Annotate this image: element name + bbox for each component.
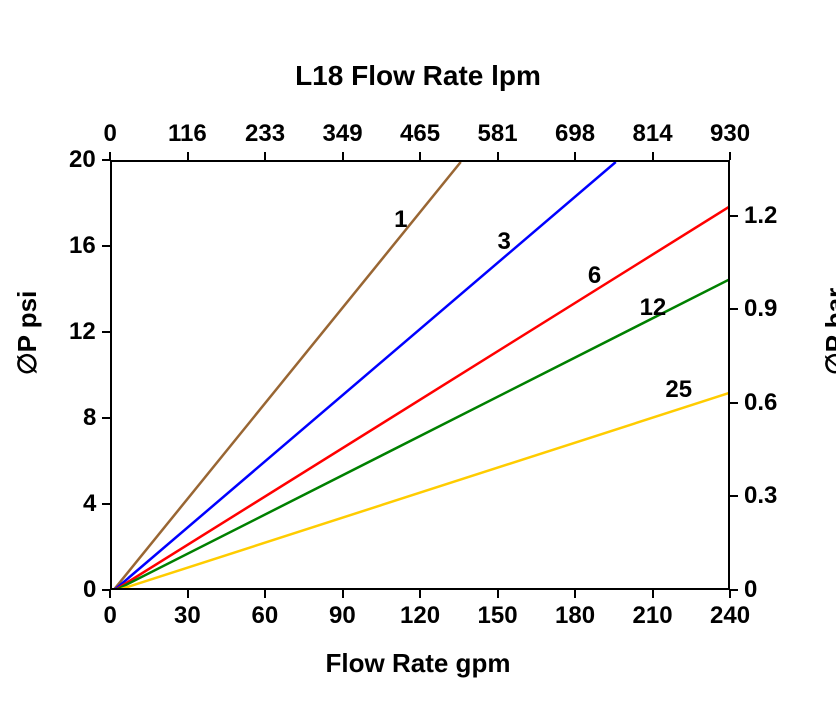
y-right-tick-label: 0.6 [744,389,777,417]
tick-mark [342,152,344,160]
y-right-tick-label: 0.9 [744,295,777,323]
tick-mark [730,495,738,497]
series-label-25: 25 [665,376,692,404]
x-top-tick-label: 814 [633,120,673,148]
series-line-1 [112,162,461,590]
x-bottom-tick-label: 150 [478,602,518,630]
tick-mark [730,402,738,404]
series-label-3: 3 [498,228,511,256]
tick-mark [102,503,110,505]
tick-mark [730,589,738,591]
x-bottom-tick-label: 30 [174,602,201,630]
tick-mark [187,590,189,598]
x-bottom-tick-label: 240 [710,602,750,630]
x-top-tick-label: 0 [104,120,117,148]
y-right-tick-label: 0 [744,576,757,604]
x-top-tick-label: 698 [555,120,595,148]
x-bottom-tick-label: 210 [633,602,673,630]
x-bottom-tick-label: 60 [252,602,279,630]
tick-mark [652,590,654,598]
y-axis-left-label: ∅P psi [12,291,43,375]
tick-mark [574,152,576,160]
tick-mark [730,215,738,217]
tick-mark [102,159,110,161]
plot-area [110,160,730,590]
x-top-tick-label: 465 [400,120,440,148]
tick-mark [102,331,110,333]
x-bottom-tick-label: 180 [555,602,595,630]
chart-container: L18 Flow Rate lpm ∅P psi ∅P bar Flow Rat… [0,0,836,702]
x-bottom-tick-label: 0 [104,602,117,630]
tick-mark [419,152,421,160]
tick-mark [342,590,344,598]
series-label-6: 6 [588,262,601,290]
tick-mark [729,152,731,160]
tick-mark [264,152,266,160]
series-line-12 [112,278,730,590]
tick-mark [497,152,499,160]
y-left-tick-label: 8 [83,404,96,432]
y-left-tick-label: 12 [69,318,96,346]
series-label-12: 12 [640,294,667,322]
tick-mark [730,308,738,310]
x-bottom-tick-label: 90 [329,602,356,630]
y-left-tick-label: 20 [69,146,96,174]
chart-title-top: L18 Flow Rate lpm [0,60,836,92]
y-left-tick-label: 4 [83,490,96,518]
x-top-tick-label: 930 [710,120,750,148]
tick-mark [102,245,110,247]
tick-mark [419,590,421,598]
x-top-tick-label: 233 [245,120,285,148]
x-top-tick-label: 581 [478,120,518,148]
tick-mark [264,590,266,598]
series-line-6 [112,205,730,590]
tick-mark [109,590,111,598]
x-bottom-tick-label: 120 [400,602,440,630]
tick-mark [187,152,189,160]
series-line-25 [112,392,730,590]
tick-mark [652,152,654,160]
tick-mark [729,590,731,598]
x-axis-bottom-label: Flow Rate gpm [0,648,836,679]
y-right-tick-label: 0.3 [744,482,777,510]
tick-mark [574,590,576,598]
series-label-1: 1 [394,206,407,234]
series-lines [112,162,730,590]
y-left-tick-label: 16 [69,232,96,260]
x-top-tick-label: 349 [323,120,363,148]
tick-mark [497,590,499,598]
y-axis-right-label: ∅P bar [820,288,836,375]
y-right-tick-label: 1.2 [744,202,777,230]
tick-mark [102,417,110,419]
y-left-tick-label: 0 [83,576,96,604]
tick-mark [102,589,110,591]
x-top-tick-label: 116 [168,120,207,148]
